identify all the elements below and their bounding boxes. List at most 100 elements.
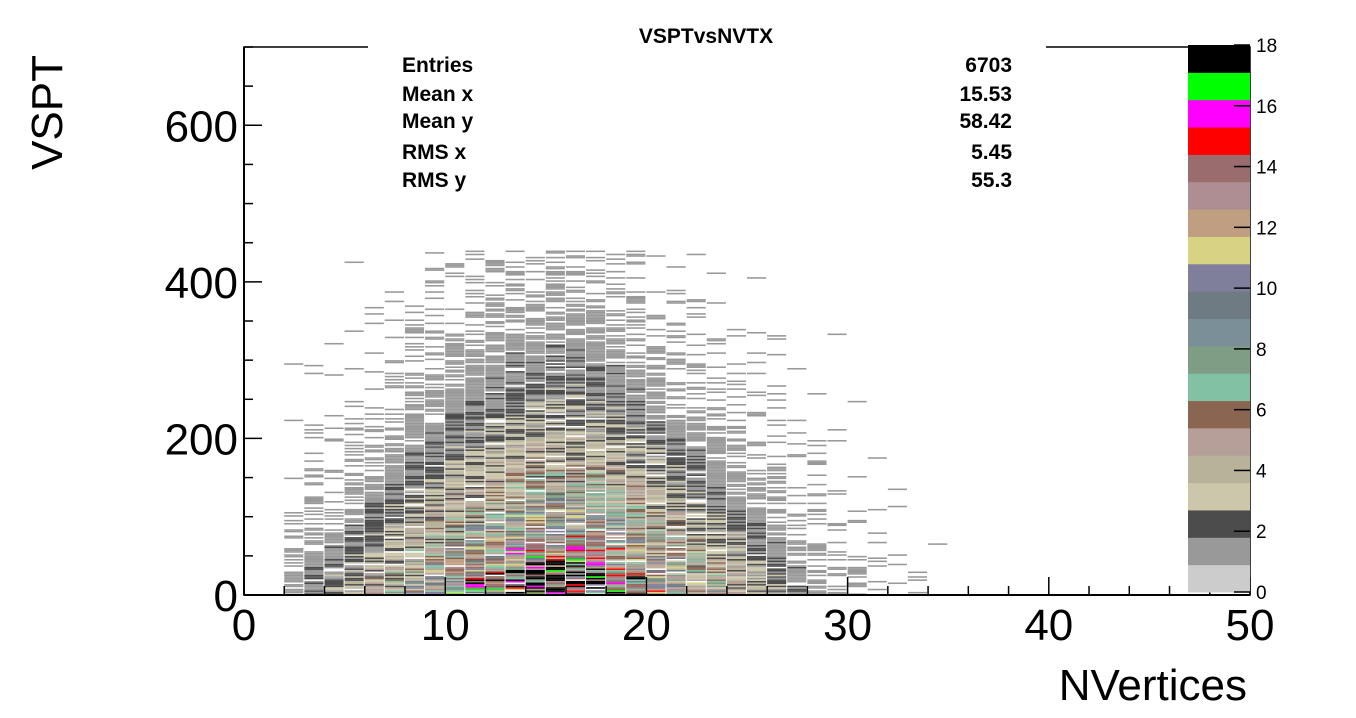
heatmap-cell bbox=[726, 543, 746, 545]
heatmap-cell bbox=[465, 524, 485, 527]
heatmap-cell bbox=[706, 407, 726, 409]
heatmap-cell bbox=[384, 529, 404, 531]
heatmap-cell bbox=[666, 557, 686, 559]
heatmap-cell bbox=[324, 588, 344, 591]
heatmap-cell bbox=[525, 504, 545, 506]
heatmap-cell bbox=[384, 482, 404, 484]
heatmap-cell bbox=[646, 346, 666, 348]
heatmap-cell bbox=[666, 422, 686, 425]
heatmap-cell bbox=[666, 497, 686, 500]
heatmap-cell bbox=[646, 335, 666, 337]
heatmap-cell bbox=[525, 319, 545, 321]
heatmap-cell bbox=[525, 341, 545, 343]
heatmap-cell bbox=[726, 558, 746, 561]
heatmap-cell bbox=[344, 450, 364, 453]
heatmap-cell bbox=[767, 516, 787, 519]
heatmap-cell bbox=[666, 552, 686, 555]
color-scale-band bbox=[1188, 427, 1250, 456]
heatmap-cell bbox=[626, 339, 646, 342]
heatmap-cell bbox=[304, 469, 324, 472]
heatmap-cell bbox=[324, 512, 344, 514]
color-scale-band bbox=[1188, 318, 1250, 347]
heatmap-cell bbox=[404, 507, 425, 509]
heatmap-cell bbox=[686, 397, 706, 400]
heatmap-cell bbox=[465, 519, 485, 522]
heatmap-cell bbox=[787, 502, 807, 505]
heatmap-cell bbox=[485, 474, 505, 477]
heatmap-cell bbox=[445, 558, 465, 561]
heatmap-cell bbox=[525, 444, 545, 447]
heatmap-cell bbox=[364, 371, 384, 373]
heatmap-cell bbox=[726, 574, 746, 577]
heatmap-cell bbox=[586, 436, 606, 439]
heatmap-cell bbox=[666, 494, 686, 497]
heatmap-cell bbox=[586, 454, 606, 456]
heatmap-cell bbox=[545, 519, 565, 522]
heatmap-cell bbox=[586, 410, 606, 412]
heatmap-cell bbox=[666, 403, 686, 406]
heatmap-cell bbox=[404, 563, 425, 566]
heatmap-cell bbox=[787, 519, 807, 522]
heatmap-cell bbox=[606, 338, 626, 340]
heatmap-cell bbox=[545, 266, 565, 268]
heatmap-cell bbox=[747, 560, 767, 563]
heatmap-cell bbox=[364, 458, 384, 461]
heatmap-cell bbox=[324, 491, 344, 494]
heatmap-cell bbox=[545, 421, 565, 423]
heatmap-cell bbox=[666, 300, 686, 303]
heatmap-cell bbox=[706, 544, 726, 547]
heatmap-cell bbox=[646, 396, 666, 398]
heatmap-cell bbox=[565, 585, 586, 588]
heatmap-cell bbox=[505, 543, 525, 545]
heatmap-cell bbox=[586, 530, 606, 533]
heatmap-cell bbox=[747, 524, 767, 527]
heatmap-cell bbox=[726, 447, 746, 450]
heatmap-cell bbox=[525, 535, 545, 538]
heatmap-cell bbox=[485, 297, 505, 300]
heatmap-cell bbox=[686, 300, 706, 303]
heatmap-cell bbox=[626, 402, 646, 404]
heatmap-cell bbox=[465, 364, 485, 367]
heatmap-cell bbox=[445, 342, 465, 345]
heatmap-cell bbox=[404, 436, 425, 439]
heatmap-cell bbox=[545, 270, 565, 273]
heatmap-cell bbox=[666, 443, 686, 445]
heatmap-cell bbox=[465, 367, 485, 370]
heatmap-cell bbox=[586, 465, 606, 467]
heatmap-cell bbox=[646, 590, 666, 592]
heatmap-cell bbox=[445, 490, 465, 492]
heatmap-cell bbox=[606, 546, 626, 549]
heatmap-cell bbox=[747, 469, 767, 472]
heatmap-cell bbox=[666, 499, 686, 502]
heatmap-cell bbox=[606, 310, 626, 312]
heatmap-cell bbox=[485, 397, 505, 400]
heatmap-cell bbox=[384, 466, 404, 469]
heatmap-cell bbox=[525, 577, 545, 580]
heatmap-cell bbox=[284, 549, 304, 552]
heatmap-cell bbox=[586, 400, 606, 403]
heatmap-cell bbox=[425, 400, 445, 403]
heatmap-cell bbox=[284, 363, 304, 365]
heatmap-cell bbox=[586, 541, 606, 544]
heatmap-cell bbox=[384, 480, 404, 483]
heatmap-cell bbox=[606, 490, 626, 492]
heatmap-cell bbox=[445, 408, 465, 411]
heatmap-cell bbox=[505, 468, 525, 470]
heatmap-cell bbox=[425, 499, 445, 502]
heatmap-cell bbox=[606, 405, 626, 408]
heatmap-cell bbox=[606, 341, 626, 343]
heatmap-cell bbox=[304, 513, 324, 516]
heatmap-cell bbox=[545, 569, 565, 572]
heatmap-cell bbox=[404, 530, 425, 533]
heatmap-cell bbox=[626, 386, 646, 389]
heatmap-cell bbox=[485, 299, 505, 301]
heatmap-cell bbox=[505, 284, 525, 287]
heatmap-cell bbox=[304, 460, 324, 462]
heatmap-cell bbox=[445, 433, 465, 436]
heatmap-cell bbox=[726, 491, 746, 494]
heatmap-cell bbox=[324, 522, 344, 525]
heatmap-cell bbox=[606, 582, 626, 585]
heatmap-cell bbox=[646, 461, 666, 464]
heatmap-cell bbox=[465, 591, 485, 594]
heatmap-cell bbox=[545, 549, 565, 552]
